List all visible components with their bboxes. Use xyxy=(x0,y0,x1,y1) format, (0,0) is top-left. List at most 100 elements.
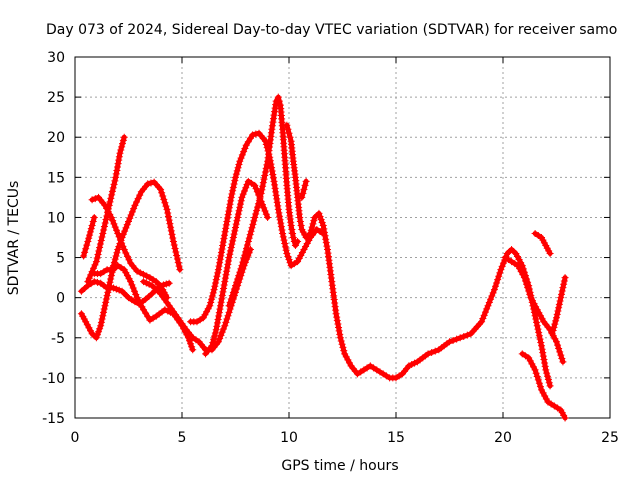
series-track-g xyxy=(139,246,254,354)
data-point xyxy=(165,216,173,224)
series-track-h xyxy=(187,129,327,326)
data-point xyxy=(212,326,220,334)
data-point xyxy=(531,366,539,374)
data-point xyxy=(224,260,232,268)
data-point xyxy=(555,304,563,312)
data-point xyxy=(119,136,127,144)
data-point xyxy=(533,322,541,330)
plot-frame xyxy=(74,56,611,419)
data-point xyxy=(238,151,246,159)
data-point xyxy=(208,295,216,303)
data-point xyxy=(230,285,238,293)
data-point xyxy=(320,225,328,233)
data-point xyxy=(142,279,150,287)
data-point xyxy=(109,217,117,225)
data-point xyxy=(214,269,222,277)
data-point xyxy=(118,239,126,247)
data-point xyxy=(268,125,276,133)
data-point xyxy=(220,281,228,289)
data-point xyxy=(514,262,522,270)
y-axis-label: SDTVAR / TECUs xyxy=(6,181,22,296)
data-point xyxy=(225,204,233,212)
data-point xyxy=(317,215,325,223)
data-point xyxy=(120,266,128,274)
data-point xyxy=(111,177,119,185)
data-point xyxy=(106,210,114,218)
data-point xyxy=(113,249,121,257)
data-point xyxy=(114,229,122,237)
data-point xyxy=(288,225,296,233)
data-point xyxy=(297,252,305,260)
data-point xyxy=(133,198,141,206)
data-point xyxy=(187,340,195,348)
data-point xyxy=(109,184,117,192)
data-point xyxy=(528,360,536,368)
data-point xyxy=(544,372,552,380)
data-point xyxy=(110,180,118,188)
data-point xyxy=(542,366,550,374)
data-point xyxy=(216,335,224,343)
data-point xyxy=(535,328,543,336)
data-point xyxy=(115,286,123,294)
data-point xyxy=(134,195,142,203)
data-point xyxy=(411,359,419,367)
data-point xyxy=(110,258,118,266)
data-point xyxy=(229,288,237,296)
data-point xyxy=(277,219,285,227)
data-point xyxy=(224,312,232,320)
data-point xyxy=(449,336,457,344)
data-point xyxy=(91,261,99,269)
data-point xyxy=(96,240,104,248)
series-track-i xyxy=(202,177,272,358)
data-point xyxy=(119,140,127,148)
data-point xyxy=(125,256,133,264)
data-point xyxy=(250,217,258,225)
data-point xyxy=(269,115,277,123)
data-point xyxy=(159,192,167,200)
data-point xyxy=(539,352,547,360)
data-point xyxy=(238,262,246,270)
data-point xyxy=(207,298,215,306)
data-point xyxy=(263,161,271,169)
data-point xyxy=(543,369,551,377)
data-point xyxy=(548,330,556,338)
data-point xyxy=(121,227,129,235)
data-point xyxy=(189,346,197,354)
data-point xyxy=(113,226,121,234)
data-point xyxy=(215,262,223,270)
data-point xyxy=(209,339,217,347)
data-point xyxy=(115,233,123,241)
data-point xyxy=(236,268,244,276)
data-point xyxy=(86,231,94,239)
data-point xyxy=(217,252,225,260)
data-point xyxy=(535,332,543,340)
data-point xyxy=(542,395,550,403)
data-point xyxy=(227,193,235,201)
data-point xyxy=(172,248,180,256)
data-point xyxy=(480,311,488,319)
data-point xyxy=(211,282,219,290)
data-point xyxy=(496,269,504,277)
data-point xyxy=(166,220,174,228)
data-point xyxy=(232,282,239,290)
data-point xyxy=(534,376,542,384)
data-point xyxy=(147,179,155,187)
data-point xyxy=(251,213,259,221)
data-point xyxy=(221,228,229,236)
data-point xyxy=(97,322,105,330)
y-tick-label: 0 xyxy=(56,291,65,307)
data-point xyxy=(271,181,279,189)
data-point xyxy=(236,157,244,165)
data-point xyxy=(492,282,500,290)
data-point xyxy=(315,209,323,217)
data-point xyxy=(335,323,343,331)
data-point xyxy=(243,241,251,249)
data-point xyxy=(90,213,98,221)
data-point xyxy=(536,383,544,391)
data-point xyxy=(269,170,277,178)
data-point xyxy=(497,266,505,274)
data-point xyxy=(538,345,546,353)
data-point xyxy=(211,332,219,340)
data-point xyxy=(237,265,245,273)
data-point xyxy=(225,254,233,262)
